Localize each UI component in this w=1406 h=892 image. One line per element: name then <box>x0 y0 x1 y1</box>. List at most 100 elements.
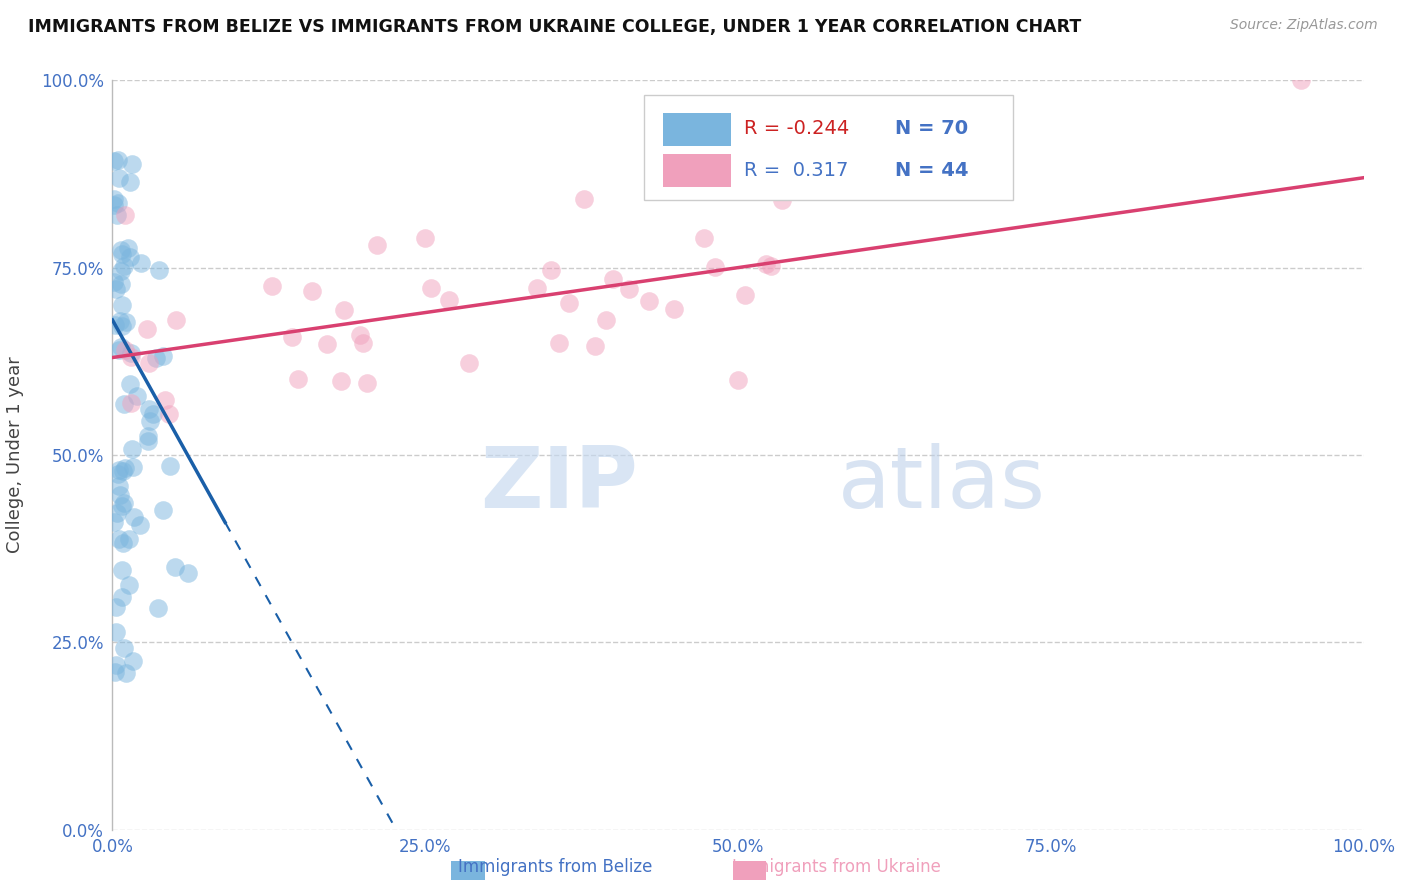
Point <box>115 666 138 681</box>
Text: Source: ZipAtlas.com: Source: ZipAtlas.com <box>1230 18 1378 32</box>
Point <box>120 350 142 364</box>
Point <box>117 533 139 547</box>
Point <box>157 407 180 421</box>
Point <box>104 318 127 333</box>
Point <box>287 372 309 386</box>
Point <box>114 208 136 222</box>
Point <box>105 506 128 520</box>
Point <box>108 343 131 358</box>
Point <box>526 281 548 295</box>
Text: atlas: atlas <box>838 443 1046 526</box>
Point <box>163 559 186 574</box>
Point <box>104 665 127 679</box>
Point <box>333 302 356 317</box>
Point <box>349 327 371 342</box>
Text: Immigrants from Belize: Immigrants from Belize <box>458 858 652 876</box>
Point <box>574 192 596 206</box>
Point <box>110 243 132 257</box>
Point <box>110 277 132 291</box>
Point <box>540 263 562 277</box>
Point <box>352 335 374 350</box>
Text: N = 44: N = 44 <box>894 161 969 179</box>
Point <box>727 373 749 387</box>
Point <box>139 414 162 428</box>
Point <box>152 503 174 517</box>
Point <box>104 625 127 640</box>
Y-axis label: College, Under 1 year: College, Under 1 year <box>7 357 24 553</box>
Point <box>315 337 337 351</box>
Point <box>458 356 481 370</box>
Point <box>159 459 181 474</box>
Text: Immigrants from Ukraine: Immigrants from Ukraine <box>733 858 941 876</box>
Point <box>664 302 686 317</box>
Point <box>125 389 148 403</box>
Point <box>759 259 782 273</box>
Point <box>103 515 125 529</box>
Point <box>111 500 134 514</box>
FancyBboxPatch shape <box>664 113 731 146</box>
Point <box>153 392 176 407</box>
Point <box>693 231 716 245</box>
Point <box>638 293 661 308</box>
Point <box>734 287 756 301</box>
Point <box>135 322 157 336</box>
Point <box>704 260 727 275</box>
Point <box>121 157 143 171</box>
Point <box>1291 73 1313 87</box>
Point <box>107 467 129 482</box>
Point <box>107 195 129 210</box>
Point <box>138 356 160 370</box>
Point <box>262 279 284 293</box>
Point <box>110 264 132 278</box>
Point <box>107 170 129 185</box>
Point <box>420 281 443 295</box>
Point <box>329 375 352 389</box>
Point <box>117 242 139 256</box>
Point <box>115 315 138 329</box>
Point <box>595 312 617 326</box>
Point <box>619 282 641 296</box>
Point <box>105 282 128 296</box>
Point <box>107 153 129 168</box>
Point <box>110 488 132 502</box>
Point <box>105 599 128 614</box>
Point <box>301 284 323 298</box>
Point <box>108 463 131 477</box>
Point <box>439 293 461 307</box>
Point <box>111 536 134 550</box>
Point <box>121 460 143 475</box>
Text: ZIP: ZIP <box>481 443 638 526</box>
Point <box>108 314 131 328</box>
Point <box>356 376 378 391</box>
Point <box>105 657 128 672</box>
Point <box>152 349 174 363</box>
Point <box>547 336 569 351</box>
Text: N = 70: N = 70 <box>894 120 967 138</box>
Point <box>122 654 145 668</box>
Point <box>114 461 136 475</box>
Point <box>112 396 135 410</box>
Point <box>124 509 146 524</box>
Point <box>103 275 125 289</box>
Point <box>138 434 160 448</box>
Point <box>111 590 134 604</box>
FancyBboxPatch shape <box>644 95 1014 200</box>
Point <box>118 377 141 392</box>
Point <box>583 339 606 353</box>
Point <box>148 263 170 277</box>
Point <box>165 313 187 327</box>
Point <box>108 533 131 547</box>
Point <box>111 464 134 478</box>
Text: IMMIGRANTS FROM BELIZE VS IMMIGRANTS FROM UKRAINE COLLEGE, UNDER 1 YEAR CORRELAT: IMMIGRANTS FROM BELIZE VS IMMIGRANTS FRO… <box>28 18 1081 36</box>
Point <box>755 257 778 271</box>
Point <box>107 208 129 222</box>
Point <box>118 578 141 592</box>
Point <box>110 319 132 334</box>
Point <box>281 330 304 344</box>
Point <box>110 246 132 260</box>
Point <box>146 601 169 615</box>
Point <box>121 442 143 456</box>
Point <box>120 396 142 410</box>
Point <box>138 401 160 416</box>
Point <box>129 255 152 269</box>
